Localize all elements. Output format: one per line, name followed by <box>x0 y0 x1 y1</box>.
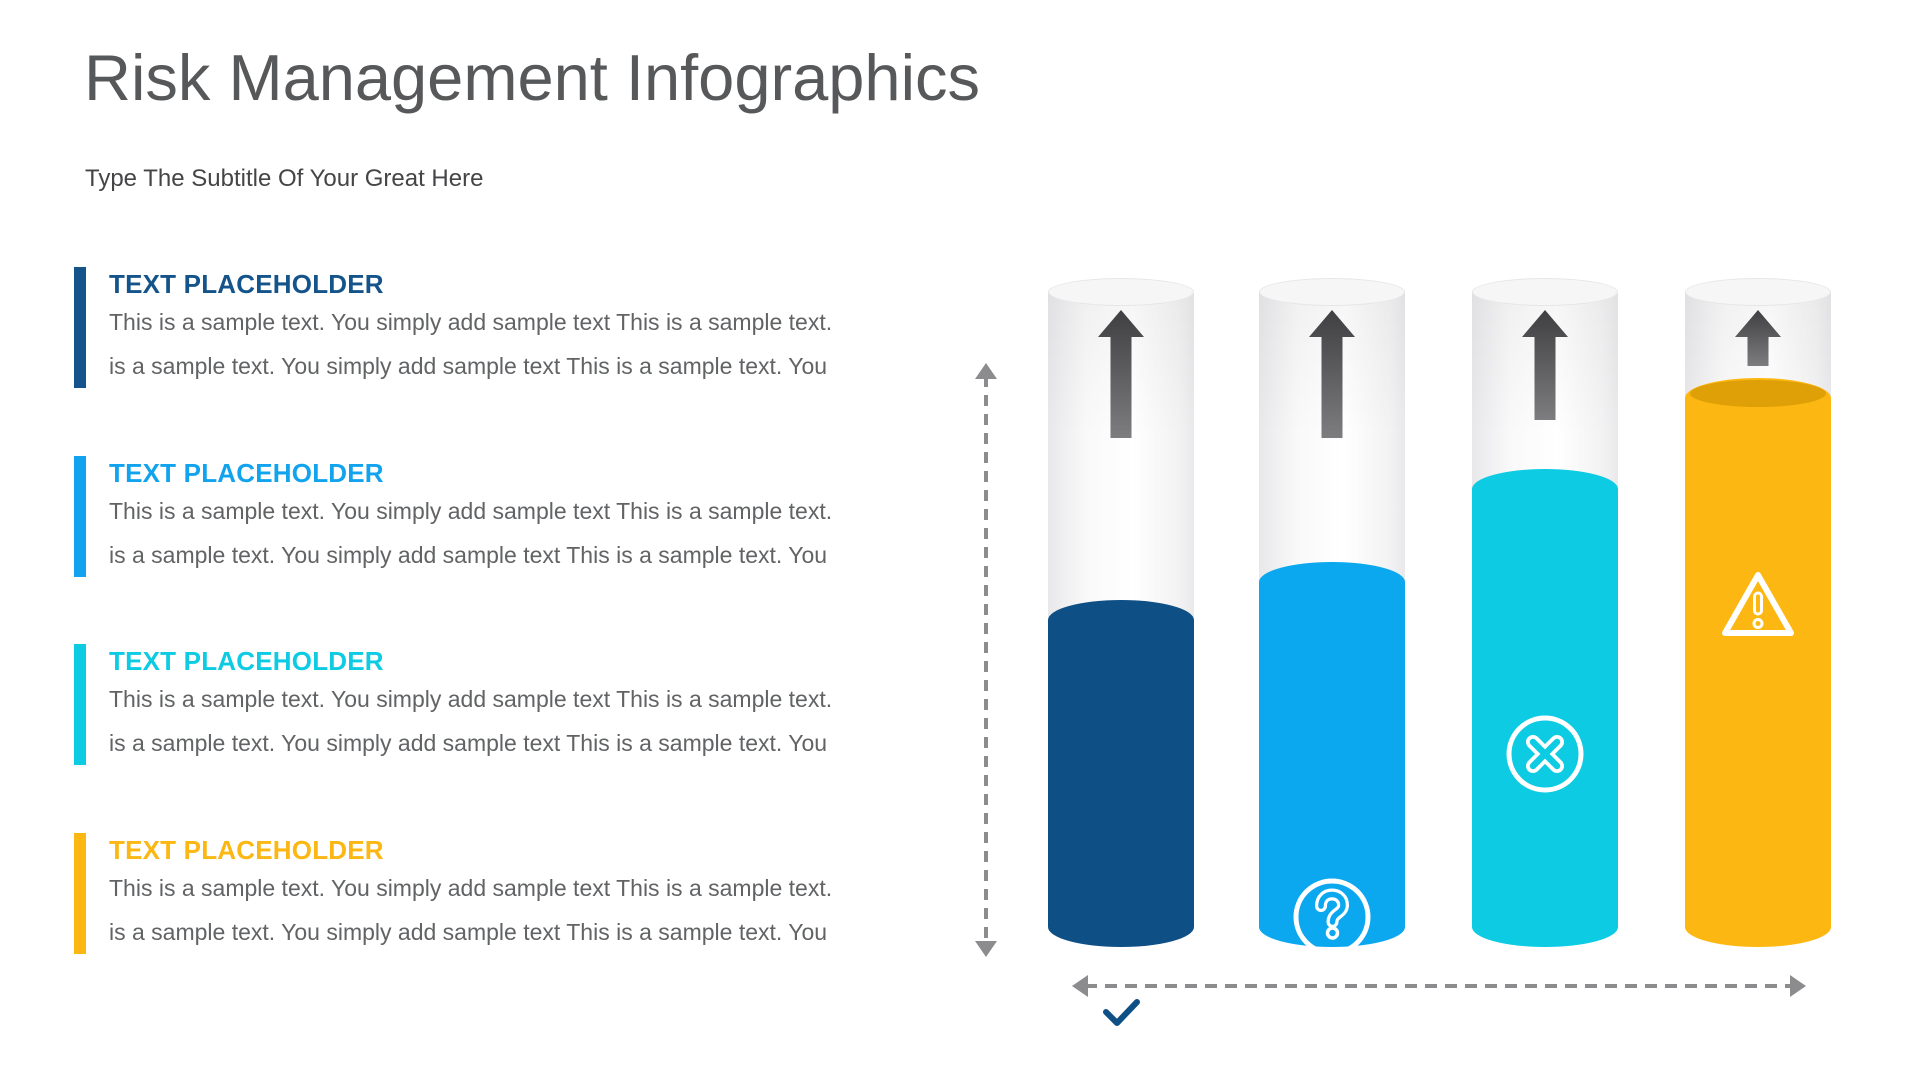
warning-triangle-icon <box>1685 567 1831 647</box>
check-circle-icon <box>1048 970 1194 1052</box>
cylinder-bar-question: 65% <box>1259 278 1405 956</box>
value-label: 75% <box>1502 1047 1588 1080</box>
up-arrow-icon <box>1048 310 1194 438</box>
cylinder-bar-check: 55% <box>1048 278 1194 1050</box>
block-heading: TEXT PLACEHOLDER <box>109 458 384 488</box>
horizontal-range-arrow-icon <box>1072 975 1806 997</box>
up-arrow-icon <box>1259 310 1405 438</box>
up-arrow-icon <box>1685 310 1831 366</box>
x-circle-icon <box>1472 713 1618 795</box>
vertical-range-arrow-icon <box>975 363 997 957</box>
arrowhead-left-icon <box>1072 975 1088 997</box>
cylinder-lid-ellipse <box>1690 380 1826 407</box>
block-body-line: is a sample text. You simply add sample … <box>109 919 828 945</box>
cylinder-bar-cross: 75% <box>1472 278 1618 1080</box>
arrowhead-up-icon <box>975 363 997 379</box>
block-body-line: is a sample text. You simply add sample … <box>109 730 828 756</box>
page-subtitle: Type The Subtitle Of Your Great Here <box>85 165 484 192</box>
dashed-line <box>984 376 988 944</box>
block-body-line: is a sample text. You simply add sample … <box>109 542 828 568</box>
up-arrow-icon <box>1472 310 1618 420</box>
cylinder-fill: 65% <box>1259 562 1405 956</box>
cylinder-top-ellipse <box>1685 278 1831 306</box>
block-body-line: This is a sample text. You simply add sa… <box>109 498 833 524</box>
value-label: 90% <box>1715 956 1801 1003</box>
arrowhead-right-icon <box>1790 975 1806 997</box>
text-block-2: TEXT PLACEHOLDER This is a sample text. … <box>74 456 884 577</box>
page-title: Risk Management Infographics <box>84 41 981 114</box>
text-block-4: TEXT PLACEHOLDER This is a sample text. … <box>74 833 884 954</box>
cylinder-fill: 90% <box>1685 378 1831 1003</box>
cylinder-top-ellipse <box>1259 278 1405 306</box>
block-heading: TEXT PLACEHOLDER <box>109 646 384 676</box>
cylinder-fill: 55% <box>1048 600 1194 1050</box>
text-block-3: TEXT PLACEHOLDER This is a sample text. … <box>74 644 884 765</box>
block-heading: TEXT PLACEHOLDER <box>109 835 384 865</box>
cylinder-fill: 75% <box>1472 469 1618 1080</box>
block-body-line: This is a sample text. You simply add sa… <box>109 309 833 335</box>
block-body-line: This is a sample text. You simply add sa… <box>109 875 833 901</box>
cylinder-bar-warning: 90% <box>1685 278 1831 1003</box>
question-circle-icon <box>1259 876 1405 958</box>
dashed-line <box>1085 984 1793 988</box>
arrowhead-down-icon <box>975 941 997 957</box>
cylinder-top-ellipse <box>1048 278 1194 306</box>
cylinder-top-ellipse <box>1472 278 1618 306</box>
text-block-1: TEXT PLACEHOLDER This is a sample text. … <box>74 267 884 388</box>
block-heading: TEXT PLACEHOLDER <box>109 269 384 299</box>
block-body-line: This is a sample text. You simply add sa… <box>109 686 833 712</box>
block-body-line: is a sample text. You simply add sample … <box>109 353 828 379</box>
